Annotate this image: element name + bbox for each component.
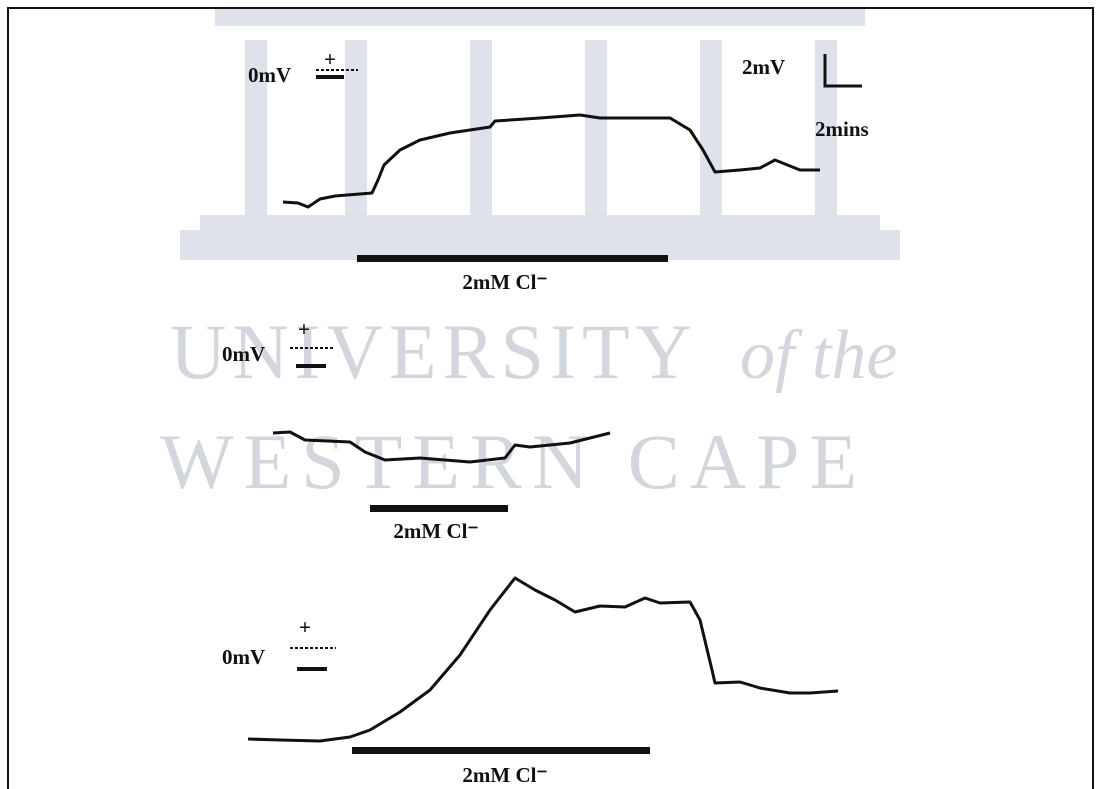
zero-label: 0mV xyxy=(248,63,291,87)
stimulus-label: 2mM Cl⁻ xyxy=(462,763,547,787)
minus-sign xyxy=(297,667,327,671)
stimulus-bar xyxy=(352,747,650,754)
minus-sign xyxy=(296,364,326,368)
watermark-text: of the xyxy=(740,317,897,394)
scale-label: 2mV xyxy=(742,55,785,79)
watermark-text: WESTERN CAPE xyxy=(160,418,867,505)
figure: UNIVERSITY of the WESTERN CAPE 2mV 2mins… xyxy=(0,0,1101,789)
zero-label: 0mV xyxy=(222,645,265,669)
frame xyxy=(8,8,1093,789)
stimulus-bar xyxy=(357,255,668,262)
stimulus-label: 2mM Cl⁻ xyxy=(462,270,547,294)
watermark-building xyxy=(180,8,900,260)
trace xyxy=(248,578,838,741)
minus-sign xyxy=(316,75,344,79)
plus-sign: + xyxy=(298,317,310,341)
scale-label: 2mins xyxy=(815,117,869,141)
stimulus-bar xyxy=(370,505,508,512)
stimulus-label: 2mM Cl⁻ xyxy=(393,519,478,543)
plus-sign: + xyxy=(324,47,336,71)
plus-sign: + xyxy=(299,615,311,639)
zero-label: 0mV xyxy=(222,342,265,366)
